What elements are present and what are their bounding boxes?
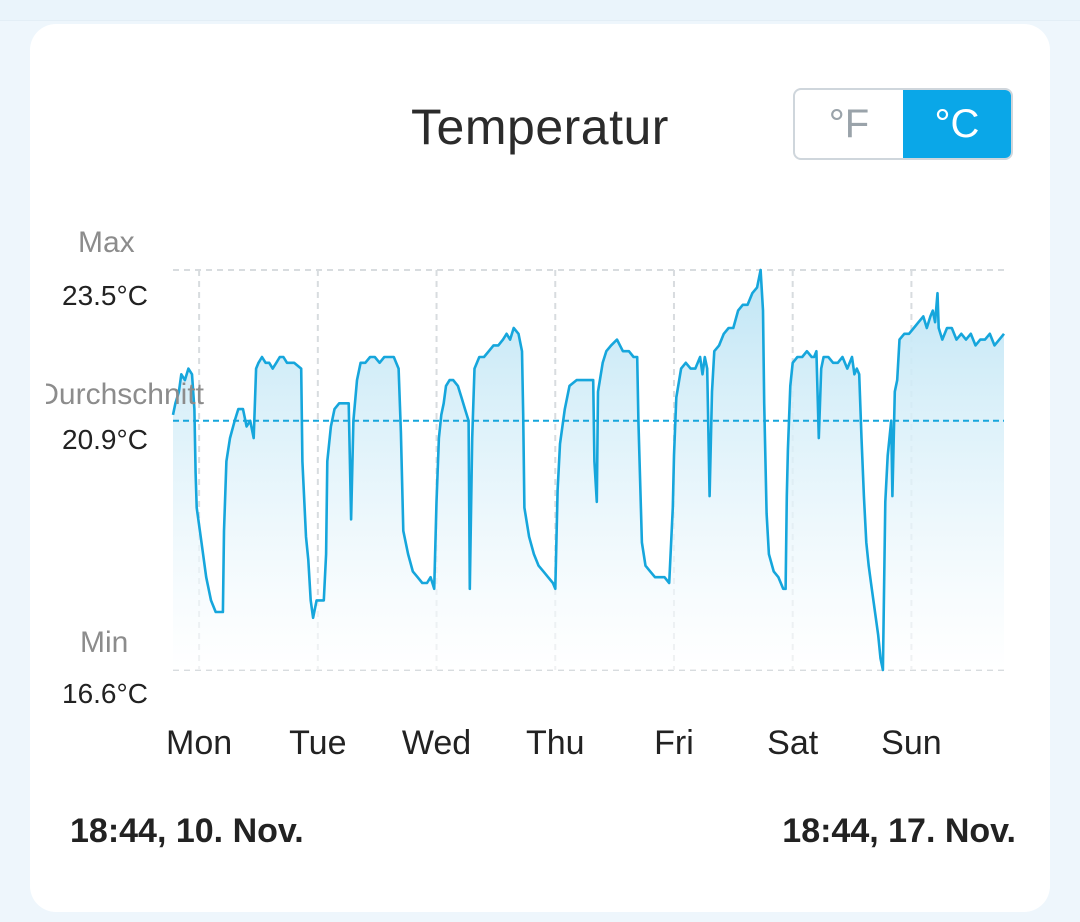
min-value: 16.6°C — [62, 678, 148, 709]
plot-area — [171, 268, 1006, 672]
average-value: 20.9°C — [62, 424, 148, 455]
temperature-area — [173, 270, 1004, 670]
x-tick-label: Fri — [654, 724, 694, 762]
x-tick-label: Thu — [526, 724, 585, 762]
celsius-option[interactable]: °C — [903, 90, 1011, 158]
average-label: Durchschnitt — [46, 378, 204, 411]
fahrenheit-option[interactable]: °F — [828, 101, 870, 146]
max-label: Max — [78, 226, 135, 259]
max-value: 23.5°C — [62, 280, 148, 311]
x-tick-label: Wed — [402, 724, 471, 762]
x-tick-label: Sun — [881, 724, 942, 762]
x-tick-label: Mon — [166, 724, 232, 762]
x-tick-label: Sat — [767, 724, 819, 762]
x-tick-label: Tue — [289, 724, 346, 762]
min-label: Min — [80, 626, 129, 659]
range-start: 18:44, 10. Nov. — [70, 812, 304, 850]
chart-title: Temperatur — [411, 99, 669, 155]
unit-toggle[interactable]: °F °C — [793, 88, 1013, 160]
status-strip — [0, 0, 1080, 21]
range-end: 18:44, 17. Nov. — [782, 812, 1016, 850]
x-axis-ticks: Mon Tue Wed Thu Fri Sat Sun — [166, 724, 942, 762]
